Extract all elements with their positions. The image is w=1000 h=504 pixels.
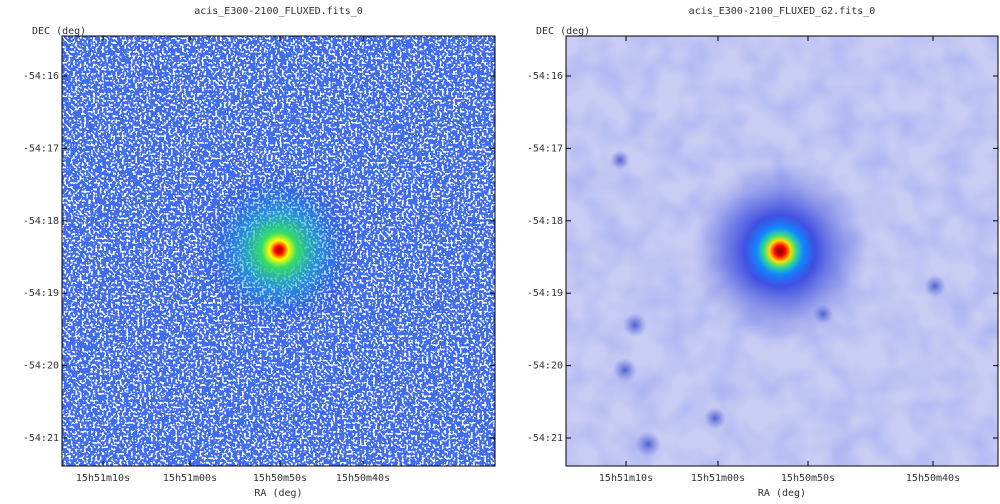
y-tick-label: -54:20 — [527, 361, 563, 372]
y-tick-label: -54:17 — [23, 143, 59, 154]
y-axis-label: DEC (deg) — [536, 26, 590, 37]
image-right — [565, 35, 999, 467]
y-tick-label: -54:19 — [527, 288, 563, 299]
x-axis-label: RA (deg) — [758, 488, 806, 499]
y-tick-label: -54:21 — [527, 433, 563, 444]
y-tick-label: -54:18 — [23, 216, 59, 227]
x-tick-label: 15h51m00s — [163, 473, 217, 484]
y-tick-label: -54:20 — [23, 361, 59, 372]
image-left — [61, 35, 496, 467]
x-axis-label: RA (deg) — [254, 488, 302, 499]
x-tick-label: 15h50m50s — [781, 473, 835, 484]
y-tick-label: -54:18 — [527, 216, 563, 227]
x-tick-label: 15h50m50s — [253, 473, 307, 484]
x-tick-label: 15h50m40s — [336, 473, 390, 484]
panel-title: acis_E300-2100_FLUXED.fits_0 — [194, 6, 363, 17]
x-tick-label: 15h50m40s — [906, 473, 960, 484]
y-tick-label: -54:16 — [527, 71, 563, 82]
y-tick-label: -54:21 — [23, 433, 59, 444]
panel-title: acis_E300-2100_FLUXED_G2.fits_0 — [689, 6, 876, 17]
y-axis-label: DEC (deg) — [32, 26, 86, 37]
x-tick-label: 15h51m10s — [76, 473, 130, 484]
y-tick-label: -54:17 — [527, 143, 563, 154]
x-tick-label: 15h51m10s — [599, 473, 653, 484]
x-tick-label: 15h51m00s — [691, 473, 745, 484]
y-tick-label: -54:19 — [23, 288, 59, 299]
y-tick-label: -54:16 — [23, 71, 59, 82]
